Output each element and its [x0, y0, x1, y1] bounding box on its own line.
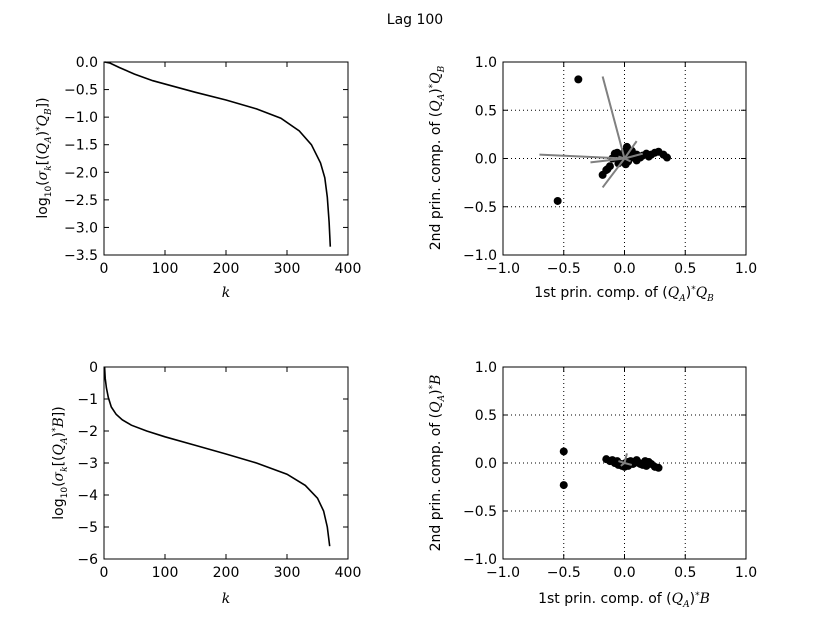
- p1-xlabel: k: [222, 285, 230, 301]
- p4-vector-line: [624, 462, 633, 466]
- p2-ytick-label: 0.0: [475, 152, 497, 168]
- p3-ytick-label: −3: [77, 456, 98, 472]
- p2-xtick-label: −1.0: [486, 261, 520, 277]
- p3-ytick-label: 0: [89, 360, 98, 376]
- p1-xtick-label: 100: [152, 261, 179, 277]
- p2-ytick-label: −0.5: [463, 200, 497, 216]
- p3-ytick-label: −4: [77, 488, 98, 504]
- p2-vector-line: [601, 157, 626, 189]
- p3-ytick-label: −2: [77, 424, 98, 440]
- p4-ticks: −1.0 −0.5 0.0 0.5 1.0 1.0 0.5 0.0 −0.5 −1.0: [463, 360, 757, 581]
- p2-scatter-point: [663, 153, 672, 162]
- p4-grid: [503, 367, 746, 559]
- panel-principal-components-qaqb: −1.0 −0.5 0.0 0.5 1.0 1.0 0.5 0.0 −0.5 −1.0 1st p…: [428, 55, 757, 304]
- p2-xtick-label: 0.0: [613, 261, 635, 277]
- p2-ytick-label: 0.5: [475, 103, 497, 119]
- p1-ytick-label: −2.0: [64, 165, 98, 181]
- panel-singular-values-qaqb: 0 100 200 300 400 0.0 −0.5 −1.0 −1.5 −2.0 −2.5 −3.0…: [35, 55, 361, 301]
- p4-scatter-point: [559, 481, 568, 490]
- p4-scatter-point: [630, 459, 639, 467]
- p4-xtick-label: 1.0: [735, 565, 757, 581]
- p4-scatter-point: [654, 463, 663, 472]
- p2-grid: [503, 62, 746, 255]
- p3-ytick-label: −5: [77, 520, 98, 536]
- p2-vector-line: [623, 140, 638, 160]
- p1-ytick-label: 0.0: [76, 55, 98, 71]
- p4-ytick-label: −0.5: [463, 504, 497, 520]
- p3-xtick-label: 0: [100, 565, 109, 581]
- p2-vector-line: [624, 157, 632, 163]
- figure-title: Lag 100: [387, 12, 443, 28]
- p2-axes-frame: [502, 61, 747, 256]
- p1-xtick-label: 0: [100, 261, 109, 277]
- p3-axes-frame: [103, 366, 349, 560]
- p2-ytick-label: 1.0: [475, 55, 497, 71]
- p3-xtick-label: 400: [335, 565, 362, 581]
- panel-singular-values-qab: 0 100 200 300 400 0 −1 −2 −3 −4 −5 −6 k log10(σk[(Q…: [51, 360, 361, 607]
- p4-xtick-label: 0.0: [613, 565, 635, 581]
- p3-xlabel: k: [222, 591, 230, 607]
- p1-ytick-label: −3.0: [64, 220, 98, 236]
- p3-series-line: [103, 366, 331, 547]
- p4-scatter-point: [641, 457, 650, 466]
- p1-ytick-label: −2.5: [64, 193, 98, 209]
- p4-vector-line: [620, 462, 626, 467]
- p1-ticks: 0 100 200 300 400 0.0 −0.5 −1.0 −1.5 −2.0 −2.5 −3.0…: [64, 55, 361, 277]
- p4-scatter-point: [559, 447, 568, 456]
- p1-ytick-label: −0.5: [64, 83, 98, 99]
- p2-vector-line: [539, 153, 625, 160]
- p4-scatter-point: [605, 457, 614, 466]
- p1-ytick-label: −1.5: [64, 138, 98, 154]
- p3-xtick-label: 100: [152, 565, 179, 581]
- p4-vector-line: [623, 453, 628, 464]
- p2-marks: [539, 75, 672, 205]
- p3-ylabel: log10(σk[(QA)*B]): [51, 406, 70, 519]
- p4-ytick-label: 1.0: [475, 360, 497, 376]
- p2-vector-line: [601, 76, 626, 159]
- p1-ytick-label: −1.0: [64, 110, 98, 126]
- p2-xtick-label: −0.5: [547, 261, 581, 277]
- p1-xtick-label: 200: [213, 261, 240, 277]
- p2-ytick-label: −1.0: [463, 248, 497, 264]
- p1-series-line: [104, 61, 332, 247]
- p4-xlabel: 1st prin. comp. of (QA)*B: [538, 591, 710, 610]
- p3-ticks: 0 100 200 300 400 0 −1 −2 −3 −4 −5 −6: [77, 360, 361, 581]
- p4-xtick-label: −1.0: [486, 565, 520, 581]
- p3-ytick-label: −1: [77, 392, 98, 408]
- p2-scatter-point: [602, 166, 611, 175]
- p4-ytick-label: 0.5: [475, 408, 497, 424]
- p2-vector-line: [590, 157, 625, 164]
- p4-xtick-label: 0.5: [674, 565, 696, 581]
- p2-scatter-point: [553, 196, 562, 205]
- p3-xtick-label: 300: [274, 565, 301, 581]
- p4-axes-frame: [502, 366, 747, 560]
- p4-ylabel: 2nd prin. comp. of (QA)*B: [428, 375, 447, 552]
- p2-vector-line: [624, 152, 643, 160]
- p1-xtick-label: 400: [335, 261, 362, 277]
- p1-xtick-label: 300: [274, 261, 301, 277]
- p4-marks: [559, 447, 663, 490]
- panel-principal-components-qab: −1.0 −0.5 0.0 0.5 1.0 1.0 0.5 0.0 −0.5 −1.0 1st p…: [428, 360, 757, 610]
- p2-scatter-point: [574, 75, 583, 84]
- p3-marks: [103, 366, 331, 547]
- p1-ytick-label: −3.5: [64, 248, 98, 264]
- p2-scatter-point: [621, 160, 630, 169]
- p1-marks: [104, 61, 332, 247]
- p4-ytick-label: −1.0: [463, 552, 497, 568]
- p2-xlabel: 1st prin. comp. of (QA)*QB: [534, 285, 714, 304]
- p2-xtick-label: 0.5: [674, 261, 696, 277]
- p2-vector-line: [618, 155, 625, 160]
- p1-ylabel: log10(σk[(QA)*QB]): [35, 97, 54, 218]
- p1-axes-frame: [103, 61, 349, 256]
- p4-xtick-label: −0.5: [547, 565, 581, 581]
- p3-ytick-label: −6: [77, 552, 98, 568]
- p4-ytick-label: 0.0: [475, 456, 497, 472]
- p2-xtick-label: 1.0: [735, 261, 757, 277]
- p3-xtick-label: 200: [213, 565, 240, 581]
- p2-ylabel: 2nd prin. comp. of (QA)*QB: [428, 65, 447, 250]
